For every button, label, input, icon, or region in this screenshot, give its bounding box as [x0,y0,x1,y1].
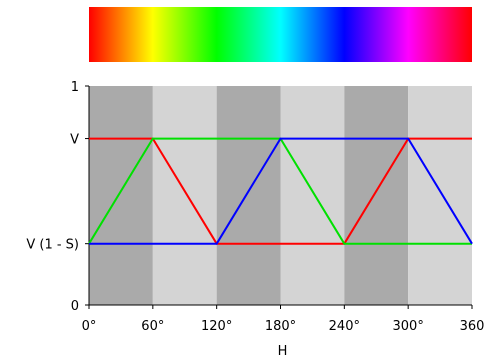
band-3 [280,86,345,305]
band-4 [344,86,409,305]
y-tick-label-1: V (1 - S) [26,238,79,253]
x-tick-label-2: 120° [201,319,232,334]
y-tick-label-2: V [70,133,79,148]
x-tick-label-6: 360 [460,319,485,334]
x-tick-label-3: 180° [265,319,296,334]
x-tick-label-4: 240° [329,319,360,334]
plot-bands [89,86,472,305]
x-tick-label-1: 60° [141,319,164,334]
band-5 [408,86,472,305]
band-0 [89,86,153,305]
x-tick-label-0: 0° [82,319,97,334]
data-series [88,137,473,245]
x-tick-label-5: 300° [393,319,424,334]
axes [85,85,473,309]
band-1 [152,86,217,305]
y-tick-label-0: 0 [71,299,79,314]
axis-labels: 0° 60° 120° 180° 240° 300° 360 0 V (1 - S) V 1 H [26,80,484,358]
x-axis-title: H [278,344,288,358]
band-2 [216,86,281,305]
series-line-2 [89,137,473,245]
hue-spectrum-bar [89,7,472,62]
y-tick-label-3: 1 [71,80,79,95]
